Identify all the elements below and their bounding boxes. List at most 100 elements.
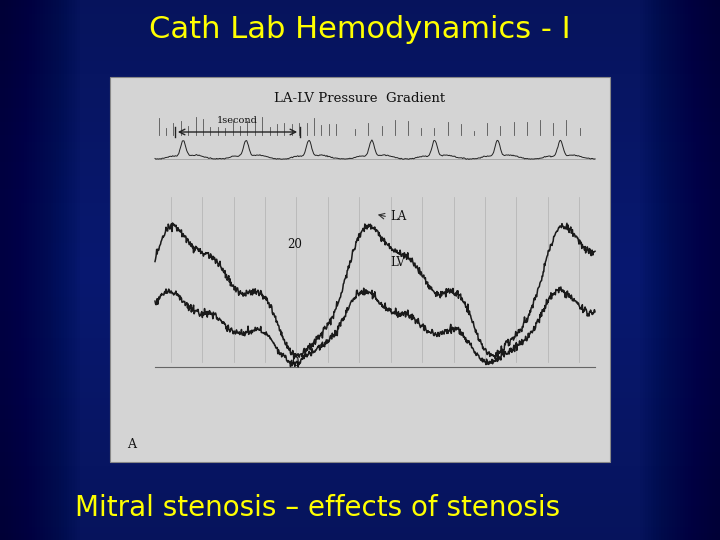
Bar — [0, 338, 720, 345]
Bar — [0, 405, 720, 411]
Bar — [0, 176, 720, 183]
Bar — [640, 0, 720, 540]
Bar — [0, 6, 720, 14]
Bar — [0, 378, 720, 384]
Bar — [0, 324, 720, 330]
Text: Cath Lab Hemodynamics - I: Cath Lab Hemodynamics - I — [149, 16, 571, 44]
Bar — [675, 0, 720, 540]
Bar — [0, 364, 720, 372]
Bar — [0, 54, 720, 60]
Text: A: A — [127, 437, 137, 450]
Bar — [0, 384, 720, 391]
Bar — [0, 148, 720, 156]
Bar — [0, 162, 720, 168]
Bar — [0, 256, 720, 263]
Bar — [0, 446, 720, 453]
Bar — [0, 0, 19, 540]
Bar — [690, 0, 720, 540]
Bar — [0, 40, 720, 47]
Bar — [0, 507, 720, 513]
Bar — [0, 0, 30, 540]
Bar — [701, 0, 720, 540]
Bar — [717, 0, 720, 540]
Text: 1second: 1second — [217, 116, 258, 125]
Text: LA: LA — [390, 211, 406, 224]
Bar — [651, 0, 720, 540]
Bar — [653, 0, 720, 540]
Bar — [685, 0, 720, 540]
Bar — [672, 0, 720, 540]
Bar — [0, 0, 48, 540]
Bar — [0, 60, 720, 68]
Bar — [0, 115, 720, 122]
Bar — [0, 0, 61, 540]
Bar — [715, 0, 720, 540]
Bar — [667, 0, 720, 540]
Bar — [0, 472, 720, 480]
Text: 0: 0 — [292, 355, 299, 368]
Bar — [0, 526, 720, 534]
Bar — [0, 81, 720, 87]
Bar — [0, 108, 720, 115]
Bar — [0, 0, 45, 540]
Bar — [0, 0, 67, 540]
Bar — [0, 500, 720, 507]
Bar — [0, 317, 720, 324]
Bar — [0, 0, 11, 540]
Bar — [659, 0, 720, 540]
Bar — [0, 0, 80, 540]
Bar — [0, 47, 720, 54]
Bar — [0, 534, 720, 540]
Bar — [0, 465, 720, 472]
Bar — [0, 243, 720, 249]
Bar — [0, 438, 720, 445]
Bar — [0, 20, 720, 27]
Bar — [0, 141, 720, 149]
Bar — [0, 0, 72, 540]
Bar — [0, 310, 720, 317]
Bar — [0, 216, 720, 222]
Bar — [0, 249, 720, 256]
Bar — [0, 432, 720, 438]
Bar — [0, 0, 14, 540]
Bar — [0, 0, 75, 540]
Bar — [0, 0, 69, 540]
Bar — [0, 372, 720, 378]
Bar — [0, 0, 58, 540]
Bar — [680, 0, 720, 540]
Bar — [0, 222, 720, 230]
Bar — [670, 0, 720, 540]
Bar — [643, 0, 720, 540]
Bar — [0, 14, 720, 20]
Bar — [0, 237, 720, 243]
Bar — [696, 0, 720, 540]
Bar — [0, 263, 720, 270]
Bar — [0, 156, 720, 162]
Bar — [0, 0, 22, 540]
Bar — [0, 0, 27, 540]
Bar — [0, 0, 42, 540]
Bar — [0, 0, 16, 540]
Bar — [706, 0, 720, 540]
Bar — [0, 183, 720, 189]
Bar — [0, 87, 720, 94]
Bar — [0, 453, 720, 459]
Bar — [0, 0, 8, 540]
Bar — [664, 0, 720, 540]
Bar — [678, 0, 720, 540]
Bar — [0, 230, 720, 237]
Bar — [662, 0, 720, 540]
Bar — [0, 0, 37, 540]
Bar — [0, 519, 720, 526]
Bar — [704, 0, 720, 540]
Bar — [0, 303, 720, 310]
Bar — [0, 189, 720, 195]
Text: Mitral stenosis – effects of stenosis: Mitral stenosis – effects of stenosis — [75, 494, 560, 522]
Bar — [0, 0, 64, 540]
Bar — [712, 0, 720, 540]
Bar — [0, 411, 720, 418]
Bar — [0, 297, 720, 303]
Bar — [0, 33, 720, 40]
Bar — [0, 399, 720, 405]
Bar — [0, 0, 720, 6]
